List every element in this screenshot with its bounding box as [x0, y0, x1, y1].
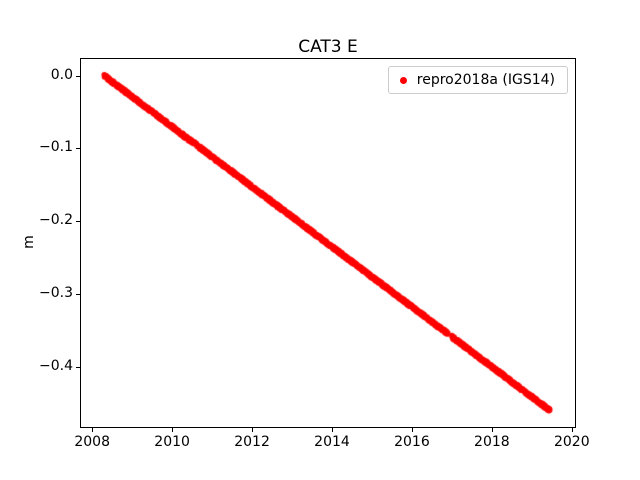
x-tick-mark: [411, 428, 413, 432]
y-tick-label: −0.1: [39, 139, 73, 156]
y-tick-mark: [76, 75, 80, 77]
x-tick-label: 2008: [74, 434, 110, 450]
x-tick-label: 2012: [234, 434, 270, 450]
plot-canvas: [81, 59, 575, 427]
y-tick-label: −0.2: [39, 212, 73, 229]
y-tick-mark: [76, 221, 80, 223]
y-tick-label: −0.4: [39, 357, 73, 374]
x-tick-mark: [172, 428, 174, 432]
plot-area: repro2018a (IGS14): [80, 58, 576, 428]
x-tick-mark: [331, 428, 333, 432]
y-tick-label: 0.0: [50, 66, 73, 83]
legend-label: repro2018a (IGS14): [416, 72, 555, 88]
y-tick-label: −0.3: [39, 284, 73, 301]
x-tick-label: 2010: [154, 434, 190, 450]
legend-marker-icon: [399, 76, 407, 84]
y-tick-mark: [76, 366, 80, 368]
chart-title: CAT3 E: [298, 37, 358, 57]
x-tick-label: 2014: [314, 434, 350, 450]
x-tick-label: 2016: [394, 434, 430, 450]
x-tick-label: 2018: [474, 434, 510, 450]
x-tick-mark: [92, 428, 94, 432]
y-tick-mark: [76, 293, 80, 295]
x-tick-mark: [252, 428, 254, 432]
x-tick-mark: [491, 428, 493, 432]
x-tick-mark: [571, 428, 573, 432]
y-axis-label: m: [21, 235, 37, 249]
legend: repro2018a (IGS14): [387, 66, 568, 94]
y-tick-mark: [76, 148, 80, 150]
x-tick-label: 2020: [553, 434, 590, 450]
